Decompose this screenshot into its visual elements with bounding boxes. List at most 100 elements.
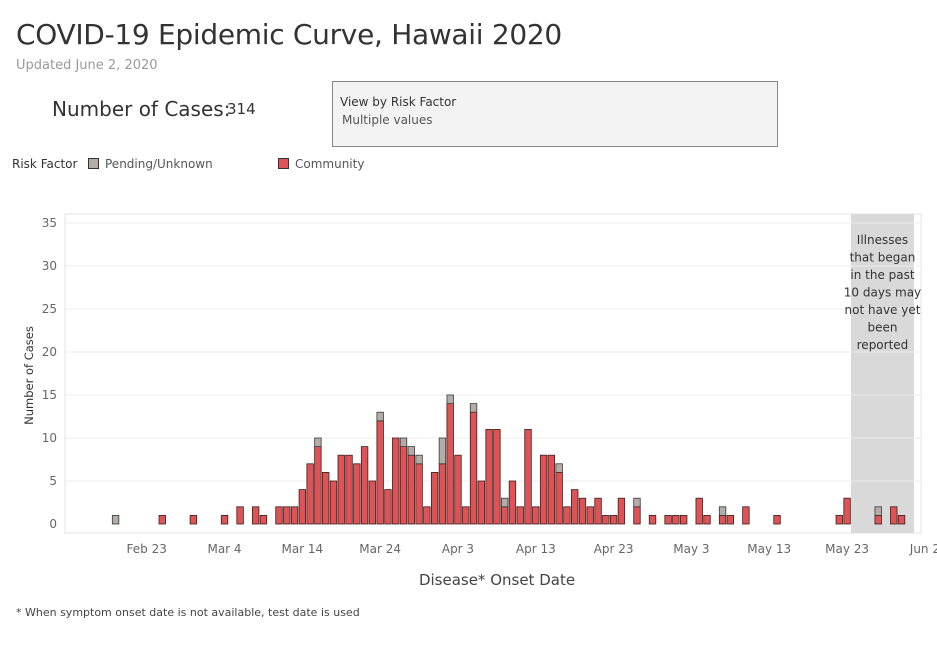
bar-community bbox=[648, 515, 657, 525]
bar-community bbox=[376, 420, 384, 525]
bar-community bbox=[345, 454, 353, 525]
bar-community bbox=[563, 506, 571, 525]
y-tick-label: 30 bbox=[42, 259, 57, 273]
legend-label-pending: Pending/Unknown bbox=[105, 157, 213, 171]
y-tick-label: 0 bbox=[49, 517, 57, 531]
x-tick-label: Mar 4 bbox=[207, 542, 241, 556]
bar-community bbox=[399, 446, 408, 525]
bar-community bbox=[298, 489, 307, 525]
bar-community bbox=[609, 515, 618, 525]
x-tick-label: Feb 23 bbox=[127, 542, 167, 556]
bar-community bbox=[664, 515, 672, 525]
bar-pending bbox=[718, 506, 727, 516]
bar-community bbox=[283, 506, 291, 525]
bar-pending bbox=[438, 437, 447, 465]
bar-community bbox=[874, 515, 882, 525]
bar-community bbox=[594, 497, 602, 525]
legend-title: Risk Factor bbox=[12, 157, 78, 171]
bar-community bbox=[407, 454, 415, 525]
bar-community bbox=[835, 515, 843, 525]
bar-community bbox=[158, 515, 166, 525]
bar-pending bbox=[376, 411, 384, 422]
bar-community bbox=[454, 454, 462, 525]
legend-label-community: Community bbox=[295, 157, 365, 171]
bar-community bbox=[703, 515, 711, 525]
bar-pending bbox=[407, 446, 415, 456]
bar-pending bbox=[446, 394, 454, 405]
x-tick-label: Apr 13 bbox=[516, 542, 556, 556]
x-tick-label: Apr 23 bbox=[594, 542, 634, 556]
y-tick-label: 10 bbox=[42, 431, 57, 445]
y-tick-label: 5 bbox=[49, 474, 57, 488]
bar-community bbox=[446, 403, 454, 525]
bar-community bbox=[571, 489, 579, 525]
bar-community bbox=[578, 497, 587, 525]
bar-pending bbox=[555, 463, 563, 473]
bar-community bbox=[236, 506, 244, 525]
x-tick-label: May 3 bbox=[673, 542, 709, 556]
bar-community bbox=[360, 446, 369, 525]
bar-community bbox=[633, 506, 641, 525]
y-tick-label: 20 bbox=[42, 345, 57, 359]
bar-community bbox=[329, 480, 338, 525]
cases-count-value: 314 bbox=[227, 100, 256, 118]
bar-community bbox=[532, 506, 540, 525]
bar-community bbox=[508, 480, 517, 525]
bar-community bbox=[547, 454, 556, 525]
legend-item-community[interactable]: Community bbox=[278, 157, 364, 171]
bar-community bbox=[897, 515, 906, 525]
x-axis-title: Disease* Onset Date bbox=[419, 571, 575, 589]
cases-count-label: Number of Cases: bbox=[52, 97, 231, 121]
bar-community bbox=[773, 515, 781, 525]
bar-pending bbox=[399, 437, 408, 448]
bar-community bbox=[516, 506, 524, 525]
bar-pending bbox=[415, 454, 423, 465]
y-tick-label: 35 bbox=[42, 216, 57, 230]
bar-community bbox=[251, 506, 260, 525]
bar-community bbox=[275, 506, 283, 525]
bar-community bbox=[462, 506, 470, 525]
bar-community bbox=[485, 428, 493, 525]
bar-pending bbox=[111, 515, 120, 525]
bar-community bbox=[890, 506, 898, 525]
bar-community bbox=[430, 471, 439, 525]
bar-community bbox=[501, 506, 509, 525]
bar-community bbox=[415, 463, 423, 525]
bar-community bbox=[259, 515, 268, 525]
x-tick-label: Apr 3 bbox=[442, 542, 474, 556]
bar-community bbox=[539, 454, 548, 525]
legend-swatch-pending bbox=[88, 158, 99, 169]
recent-period-shading bbox=[850, 214, 914, 533]
epidemic-curve-chart: 0 5 10 15 20 25 30 35 Feb 23 Mar 4 Mar 14 Mar 24 Apr… bbox=[22, 213, 937, 589]
bar-community bbox=[423, 506, 431, 525]
filter-title: View by Risk Factor bbox=[340, 95, 457, 109]
bar-community bbox=[438, 463, 447, 525]
bar-pending bbox=[501, 497, 509, 508]
bar-community bbox=[322, 471, 330, 525]
bar-community bbox=[843, 497, 851, 525]
bar-community bbox=[586, 506, 594, 525]
bar-community bbox=[726, 515, 735, 525]
bar-community bbox=[220, 515, 229, 525]
x-tick-label: Mar 14 bbox=[281, 542, 323, 556]
bar-community bbox=[189, 515, 198, 525]
bar-community bbox=[672, 515, 680, 525]
y-tick-label: 15 bbox=[42, 388, 57, 402]
bar-community bbox=[493, 428, 501, 525]
legend-swatch-community bbox=[278, 158, 289, 169]
legend-item-pending[interactable]: Pending/Unknown bbox=[88, 157, 213, 171]
x-tick-label: May 13 bbox=[747, 542, 791, 556]
x-tick-label: Jun 2 bbox=[909, 542, 937, 556]
recent-period-annotation: Illnesses that began in the past 10 days ma… bbox=[844, 233, 921, 352]
risk-factor-filter[interactable]: View by Risk Factor Multiple values bbox=[332, 81, 778, 147]
bar-community bbox=[524, 428, 532, 525]
bar-community bbox=[477, 480, 485, 525]
bar-community bbox=[718, 515, 727, 525]
bar-community bbox=[306, 463, 314, 525]
bar-pending bbox=[469, 403, 478, 413]
page-title: COVID-19 Epidemic Curve, Hawaii 2020 bbox=[16, 18, 562, 51]
bar-community bbox=[337, 454, 345, 525]
bar-community bbox=[679, 515, 688, 525]
bar-community bbox=[469, 411, 478, 525]
y-tick-label: 25 bbox=[42, 302, 57, 316]
